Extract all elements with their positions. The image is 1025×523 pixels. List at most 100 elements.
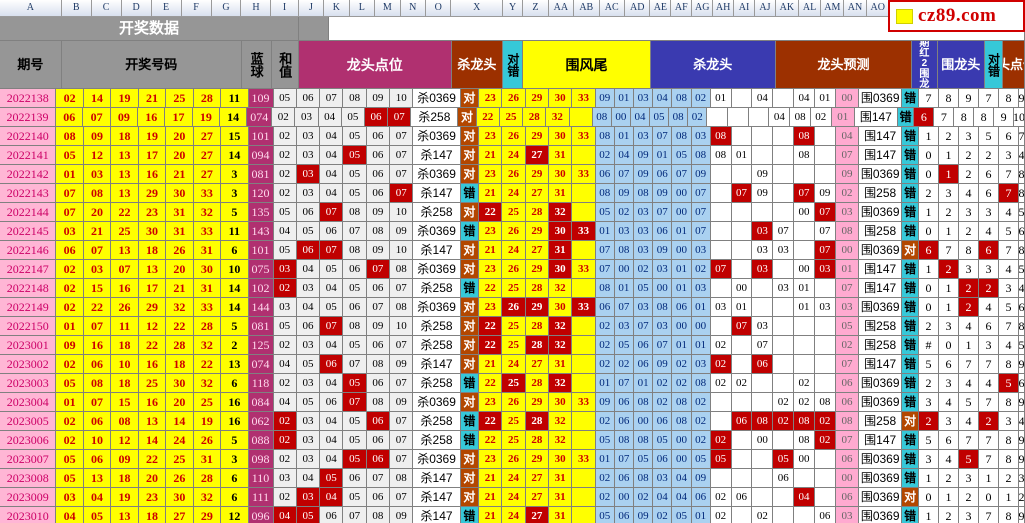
cell-correct-wrong-2[interactable]: 错 xyxy=(902,89,919,108)
cell-kill2-5[interactable]: 00 xyxy=(672,317,692,336)
cell-kill2-3[interactable]: 00 xyxy=(633,412,654,431)
cell-ball-2[interactable]: 07 xyxy=(83,317,112,336)
cell-forecast-3[interactable] xyxy=(752,279,774,298)
data-rows[interactable]: 2022138 02 14 19 21 25 28 11 109 05 06 07 08 09 10 杀036… xyxy=(0,89,1025,523)
cell-forecast-5[interactable] xyxy=(794,317,815,336)
cell-gap-red2[interactable]: 02 xyxy=(835,336,860,355)
cell-sum[interactable]: 081 xyxy=(248,165,274,184)
cell-pos-1[interactable]: 02 xyxy=(273,127,297,146)
cell-pos2-4[interactable]: 7 xyxy=(979,89,1000,108)
cell-forecast-4[interactable] xyxy=(773,146,795,165)
cell-pos2-6[interactable]: 5 xyxy=(1019,260,1025,279)
cell-kill2-3[interactable]: 07 xyxy=(633,317,654,336)
cell-forecast-6[interactable]: 02 xyxy=(810,108,832,127)
cell-wfw-5[interactable]: 33 xyxy=(572,165,596,184)
cell-correct-wrong[interactable]: 对 xyxy=(460,488,480,507)
cell-pos-6[interactable]: 09 xyxy=(390,507,414,523)
cell-kill2-6[interactable]: 01 xyxy=(691,507,711,523)
cell-wfw-2[interactable]: 24 xyxy=(502,469,526,488)
column-letter-B[interactable]: B xyxy=(61,0,92,17)
cell-kill2-6[interactable]: 02 xyxy=(691,412,711,431)
cell-ball-6[interactable]: 32 xyxy=(193,374,222,393)
cell-pos-4[interactable]: 05 xyxy=(343,450,367,469)
cell-pos2-3[interactable]: 4 xyxy=(959,412,980,431)
cell-wei-dragon-head[interactable]: 围147 xyxy=(859,355,903,374)
cell-forecast-1[interactable] xyxy=(710,317,732,336)
cell-kill2-2[interactable]: 09 xyxy=(614,184,634,203)
cell-gap-red2[interactable]: 06 xyxy=(835,393,860,412)
cell-pos2-6[interactable]: 8 xyxy=(1019,165,1025,184)
cell-forecast-4[interactable] xyxy=(773,317,795,336)
cell-pos2-1[interactable]: 1 xyxy=(918,469,939,488)
cell-forecast-5[interactable]: 08 xyxy=(794,127,815,146)
cell-wfw-3[interactable]: 29 xyxy=(525,298,549,317)
cell-pos-4[interactable]: 08 xyxy=(343,89,367,108)
cell-forecast-1[interactable]: 02 xyxy=(710,336,732,355)
cell-forecast-5[interactable]: 02 xyxy=(794,393,815,412)
column-letter-AL[interactable]: AL xyxy=(798,0,822,17)
cell-pos2-6[interactable]: 8 xyxy=(1019,241,1025,260)
cell-wfw-5[interactable] xyxy=(572,431,596,450)
cell-correct-wrong-2[interactable]: 错 xyxy=(902,469,919,488)
cell-pos-1[interactable]: 02 xyxy=(273,336,297,355)
cell-kill2-3[interactable]: 05 xyxy=(633,450,654,469)
cell-pos-4[interactable]: 07 xyxy=(343,507,367,523)
cell-pos-4[interactable]: 07 xyxy=(343,355,367,374)
cell-pos2-4[interactable]: 6 xyxy=(979,184,1000,203)
cell-kill2-6[interactable]: 08 xyxy=(691,146,711,165)
cell-wfw-3[interactable]: 27 xyxy=(525,355,549,374)
cell-sum[interactable]: 110 xyxy=(248,469,274,488)
cell-sum[interactable]: 102 xyxy=(248,279,274,298)
column-letter-AC[interactable]: AC xyxy=(599,0,625,17)
cell-forecast-2[interactable] xyxy=(731,241,753,260)
cell-pos2-3[interactable]: 4 xyxy=(959,374,980,393)
cell-pos-6[interactable]: 07 xyxy=(390,279,414,298)
cell-kill2-6[interactable]: 02 xyxy=(691,393,711,412)
cell-correct-wrong[interactable]: 对 xyxy=(460,146,480,165)
cell-wfw-4[interactable]: 30 xyxy=(548,260,573,279)
cell-wfw-4[interactable]: 31 xyxy=(548,184,573,203)
cell-forecast-4[interactable] xyxy=(773,127,795,146)
cell-pos-6[interactable]: 09 xyxy=(390,393,414,412)
cell-wfw-2[interactable]: 26 xyxy=(502,89,526,108)
cell-wfw-2[interactable]: 25 xyxy=(502,279,526,298)
cell-wfw-5[interactable] xyxy=(572,203,596,222)
cell-ball-2[interactable]: 13 xyxy=(83,469,112,488)
cell-forecast-4[interactable] xyxy=(773,89,795,108)
cell-ball-1[interactable]: 08 xyxy=(56,127,84,146)
cell-wfw-2[interactable]: 24 xyxy=(502,355,526,374)
cell-kill2-5[interactable]: 08 xyxy=(672,393,692,412)
cell-ball-3[interactable]: 16 xyxy=(111,279,139,298)
cell-ball-6[interactable]: 32 xyxy=(193,203,222,222)
cell-forecast-5[interactable] xyxy=(794,222,815,241)
cell-sum[interactable]: 096 xyxy=(248,507,274,523)
cell-wfw-1[interactable]: 23 xyxy=(479,222,503,241)
cell-pos2-4[interactable]: 3 xyxy=(979,336,1000,355)
cell-kill2-3[interactable]: 03 xyxy=(633,203,654,222)
cell-forecast-6[interactable] xyxy=(814,374,836,393)
cell-pos2-2[interactable]: 3 xyxy=(938,317,959,336)
cell-ball-5[interactable]: 26 xyxy=(166,469,194,488)
cell-ball-6[interactable]: 29 xyxy=(193,507,222,523)
cell-wfw-1[interactable]: 21 xyxy=(479,469,503,488)
cell-pos-6[interactable]: 07 xyxy=(390,165,414,184)
cell-kill-dragon-head[interactable]: 杀258 xyxy=(413,336,461,355)
cell-wfw-3[interactable]: 28 xyxy=(525,431,549,450)
cell-blue-ball[interactable]: 5 xyxy=(221,431,249,450)
cell-ball-1[interactable]: 07 xyxy=(56,184,84,203)
cell-wei-dragon-head[interactable]: 围147 xyxy=(854,108,898,127)
cell-wfw-1[interactable]: 22 xyxy=(479,431,503,450)
cell-pos2-3[interactable]: 2 xyxy=(959,488,980,507)
cell-pos-6[interactable]: 07 xyxy=(390,127,414,146)
cell-kill2-4[interactable]: 03 xyxy=(653,317,673,336)
cell-ball-3[interactable]: 12 xyxy=(111,431,139,450)
cell-wfw-2[interactable]: 26 xyxy=(502,298,526,317)
cell-pos-5[interactable]: 06 xyxy=(366,450,391,469)
cell-pos2-3[interactable]: 4 xyxy=(959,184,980,203)
cell-ball-1[interactable]: 05 xyxy=(56,374,84,393)
cell-pos2-3[interactable]: 2 xyxy=(959,222,980,241)
cell-wei-dragon-head[interactable]: 围258 xyxy=(859,336,903,355)
cell-blue-ball[interactable]: 11 xyxy=(221,89,249,108)
cell-kill2-6[interactable]: 03 xyxy=(691,241,711,260)
cell-ball-1[interactable]: 03 xyxy=(56,488,84,507)
